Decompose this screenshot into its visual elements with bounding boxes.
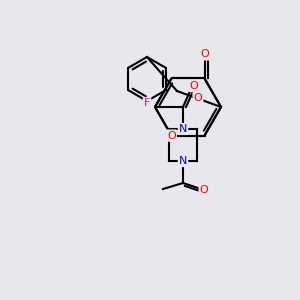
Text: O: O — [194, 93, 202, 103]
Text: O: O — [190, 81, 198, 91]
Text: O: O — [167, 130, 176, 141]
Text: F: F — [144, 98, 150, 108]
Text: N: N — [179, 156, 187, 166]
Text: N: N — [179, 124, 187, 134]
Text: O: O — [200, 50, 209, 59]
Text: O: O — [200, 185, 208, 195]
